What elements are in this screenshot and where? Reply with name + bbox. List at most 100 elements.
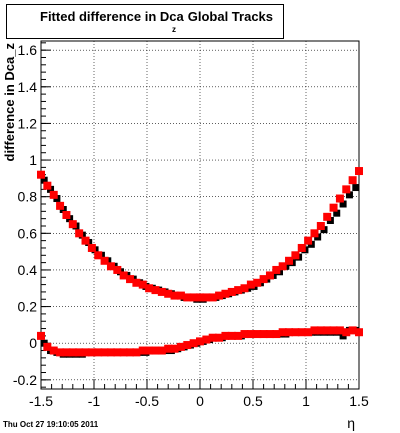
data-point xyxy=(119,348,128,357)
data-point xyxy=(68,348,77,357)
data-point xyxy=(272,330,281,339)
y-tick-label: 1.2 xyxy=(18,115,38,131)
chart-title-text: Fitted difference in Dca xyxy=(40,9,184,24)
data-point xyxy=(151,346,160,355)
data-point xyxy=(323,326,332,335)
data-point xyxy=(339,200,347,208)
data-point xyxy=(227,287,236,296)
data-point xyxy=(113,348,122,357)
data-point xyxy=(43,181,52,190)
data-point xyxy=(272,265,281,274)
data-point xyxy=(352,184,360,192)
chart-title-subscript: z xyxy=(172,25,176,34)
data-point xyxy=(291,328,300,337)
data-point xyxy=(145,346,154,355)
y-tick-label: -0.2 xyxy=(13,372,37,388)
x-tick-label: 0 xyxy=(196,393,204,409)
data-point xyxy=(221,289,230,298)
data-point xyxy=(259,330,268,339)
data-point xyxy=(43,342,52,351)
data-point xyxy=(297,328,306,337)
data-point xyxy=(75,229,84,238)
data-point xyxy=(81,236,90,245)
data-point xyxy=(37,170,45,179)
data-point xyxy=(355,167,363,176)
data-point xyxy=(164,289,173,298)
data-point xyxy=(87,243,96,252)
data-point xyxy=(62,348,71,357)
series-1 xyxy=(37,167,363,357)
data-point xyxy=(189,293,198,302)
data-point xyxy=(75,348,84,357)
data-point xyxy=(138,280,147,289)
data-point xyxy=(348,326,357,335)
data-point xyxy=(240,284,249,293)
data-point xyxy=(278,328,287,337)
data-point xyxy=(316,221,325,230)
data-point xyxy=(333,209,341,217)
data-point xyxy=(253,330,262,339)
data-point xyxy=(132,278,141,287)
data-point xyxy=(297,243,306,252)
data-point xyxy=(342,185,351,194)
data-point xyxy=(176,291,185,300)
data-point xyxy=(246,330,255,339)
x-tick-label: 1 xyxy=(302,393,310,409)
data-point xyxy=(49,346,58,355)
data-point xyxy=(202,293,211,302)
data-point xyxy=(208,333,217,342)
chart-title-box: Fitted difference in Dca Global Tracks z xyxy=(6,4,284,39)
y-tick-label: 1.4 xyxy=(18,79,38,95)
y-tick-label: 1.6 xyxy=(18,42,38,58)
data-point xyxy=(189,339,198,348)
data-point xyxy=(278,262,287,271)
data-point xyxy=(246,280,255,289)
data-point xyxy=(183,341,192,350)
data-point xyxy=(208,293,217,302)
x-tick-label: -1.5 xyxy=(29,393,53,409)
data-point xyxy=(170,344,179,353)
data-point xyxy=(196,337,204,346)
data-point xyxy=(106,262,115,271)
data-point xyxy=(335,194,344,203)
data-point xyxy=(304,236,313,245)
timestamp-footer: Thu Oct 27 19:10:05 2011 xyxy=(3,420,99,429)
y-tick-label: 0.8 xyxy=(18,189,38,205)
grid-lines xyxy=(40,41,360,389)
data-point xyxy=(342,328,351,337)
data-point xyxy=(323,212,332,221)
data-point xyxy=(329,203,338,212)
data-point xyxy=(157,346,166,355)
data-point xyxy=(40,176,48,184)
data-point xyxy=(221,331,230,340)
y-tick-label: 0.6 xyxy=(18,225,38,241)
data-point xyxy=(87,348,96,357)
data-point xyxy=(62,211,71,219)
chart-title-main: Fitted difference in Dca Global Tracks xyxy=(40,9,273,24)
data-point xyxy=(348,176,357,185)
data-point xyxy=(113,265,122,274)
data-point xyxy=(215,291,224,300)
x-tick-label: -0.5 xyxy=(135,393,159,409)
data-point xyxy=(240,330,249,339)
y-tick-label: 0 xyxy=(29,335,37,351)
data-point xyxy=(310,326,319,335)
x-tick-label: 0.5 xyxy=(243,393,263,409)
data-point xyxy=(132,348,141,357)
data-point xyxy=(285,256,294,265)
data-point xyxy=(176,342,185,351)
y-tick-label: 1 xyxy=(29,152,37,168)
data-point xyxy=(355,328,363,337)
data-point xyxy=(285,328,294,337)
data-point xyxy=(119,271,128,280)
y-tick-label: 0.2 xyxy=(18,299,38,315)
x-tick-label: -1 xyxy=(88,393,101,409)
x-tick-label: 1.5 xyxy=(349,393,369,409)
data-point xyxy=(145,284,154,293)
chart-title-suffix: Global Tracks xyxy=(187,9,274,24)
data-point xyxy=(49,190,58,199)
data-point xyxy=(126,348,135,357)
data-point xyxy=(265,271,274,280)
data-point xyxy=(94,348,103,357)
data-point xyxy=(100,348,109,357)
